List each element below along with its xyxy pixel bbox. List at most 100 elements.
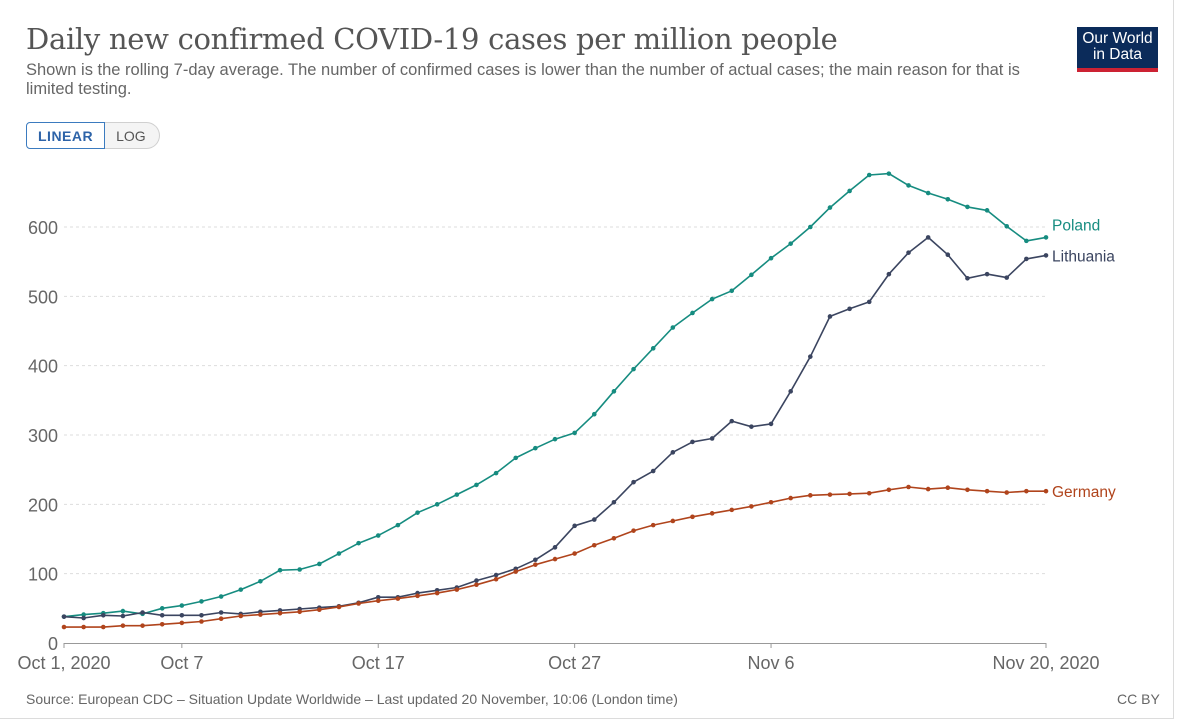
data-point-poland <box>356 540 361 546</box>
data-point-poland <box>513 455 519 461</box>
y-tick-label-600: 600 <box>28 218 58 238</box>
data-point-germany <box>611 536 617 541</box>
data-point-lithuania <box>493 572 499 578</box>
data-point-poland <box>749 272 754 278</box>
data-point-germany <box>81 624 86 630</box>
data-point-poland <box>729 288 735 294</box>
data-point-lithuania <box>552 545 558 550</box>
data-point-lithuania <box>1043 253 1049 258</box>
data-point-lithuania <box>140 610 145 615</box>
data-point-poland <box>847 188 852 194</box>
data-point-poland <box>375 533 381 538</box>
data-point-poland <box>317 561 322 567</box>
data-point-lithuania <box>611 499 617 505</box>
data-point-poland <box>81 612 86 617</box>
data-point-germany <box>1043 488 1049 494</box>
series-label-germany: Germany <box>1052 484 1116 501</box>
data-point-germany <box>827 492 833 497</box>
data-point-lithuania <box>847 306 852 312</box>
logo-line-1: Our World <box>1082 30 1153 47</box>
data-point-poland <box>808 224 813 230</box>
data-point-germany <box>218 616 224 622</box>
data-point-poland <box>533 445 538 451</box>
data-point-germany <box>906 484 911 490</box>
data-point-poland <box>984 208 990 213</box>
data-point-germany <box>474 582 479 588</box>
data-point-germany <box>965 487 970 493</box>
y-tick-label-0: 0 <box>48 634 58 654</box>
data-point-lithuania <box>1004 275 1010 280</box>
series-label-poland: Poland <box>1052 217 1100 234</box>
data-point-lithuania <box>788 389 793 394</box>
data-point-germany <box>513 569 519 574</box>
data-point-lithuania <box>120 613 126 619</box>
data-point-germany <box>866 490 872 496</box>
data-point-lithuania <box>61 614 67 619</box>
logo-line-2: in Data <box>1092 46 1143 63</box>
data-point-germany <box>925 486 931 492</box>
data-point-lithuania <box>179 612 185 618</box>
data-point-poland <box>434 502 440 507</box>
data-point-germany <box>945 485 951 490</box>
data-point-poland <box>965 204 970 210</box>
data-point-germany <box>100 624 106 630</box>
data-point-poland <box>336 551 342 556</box>
data-point-lithuania <box>375 594 381 600</box>
data-point-germany <box>493 576 499 582</box>
data-point-poland <box>670 325 676 330</box>
data-point-germany <box>552 556 558 562</box>
data-point-lithuania <box>768 421 774 427</box>
data-point-lithuania <box>749 424 754 429</box>
data-point-germany <box>788 495 793 501</box>
data-point-poland <box>218 594 224 599</box>
data-point-lithuania <box>591 517 597 522</box>
data-point-poland <box>493 470 499 476</box>
license-link[interactable]: CC BY <box>1117 691 1160 707</box>
data-point-lithuania <box>945 252 951 258</box>
data-point-lithuania <box>827 314 833 319</box>
data-point-lithuania <box>808 354 813 359</box>
data-point-poland <box>906 183 911 188</box>
data-point-germany <box>356 601 361 606</box>
data-point-poland <box>572 430 577 436</box>
data-point-germany <box>1024 488 1029 494</box>
data-point-germany <box>984 488 990 494</box>
x-tick-label: Oct 1, 2020 <box>17 653 110 673</box>
source-note[interactable]: Source: European CDC – Situation Update … <box>26 691 678 707</box>
data-point-germany <box>258 612 263 617</box>
data-point-germany <box>120 623 126 628</box>
data-point-lithuania <box>533 557 538 563</box>
data-point-germany <box>179 620 185 626</box>
data-point-poland <box>238 587 244 592</box>
data-point-germany <box>886 487 892 493</box>
data-point-germany <box>61 624 67 630</box>
data-point-lithuania <box>965 276 970 281</box>
data-point-germany <box>238 613 244 619</box>
data-point-germany <box>847 491 852 497</box>
data-point-lithuania <box>1024 256 1029 262</box>
data-point-germany <box>395 596 401 601</box>
data-point-germany <box>297 609 302 615</box>
data-point-germany <box>533 562 538 567</box>
log-scale-button[interactable]: LOG <box>105 122 160 149</box>
series-line-poland <box>63 172 1047 618</box>
linear-scale-button[interactable]: LINEAR <box>26 122 106 149</box>
data-point-lithuania <box>886 271 892 277</box>
y-tick-label-300: 300 <box>28 426 58 446</box>
y-tick-label-500: 500 <box>28 287 58 307</box>
logo-accent-bar <box>1077 68 1158 72</box>
data-point-poland <box>258 578 263 584</box>
x-tick-label: Nov 6 <box>748 653 795 673</box>
data-point-lithuania <box>690 439 695 445</box>
data-point-germany <box>454 587 460 592</box>
chart-title: Daily new confirmed COVID-19 cases per m… <box>26 22 838 56</box>
data-point-germany <box>729 507 735 513</box>
data-point-germany <box>631 528 636 533</box>
data-point-poland <box>788 241 793 246</box>
data-point-germany <box>1004 490 1010 495</box>
data-point-poland <box>690 310 695 316</box>
data-point-poland <box>631 366 636 372</box>
owid-logo[interactable]: Our World in Data <box>1077 27 1158 72</box>
data-point-germany <box>690 514 695 520</box>
